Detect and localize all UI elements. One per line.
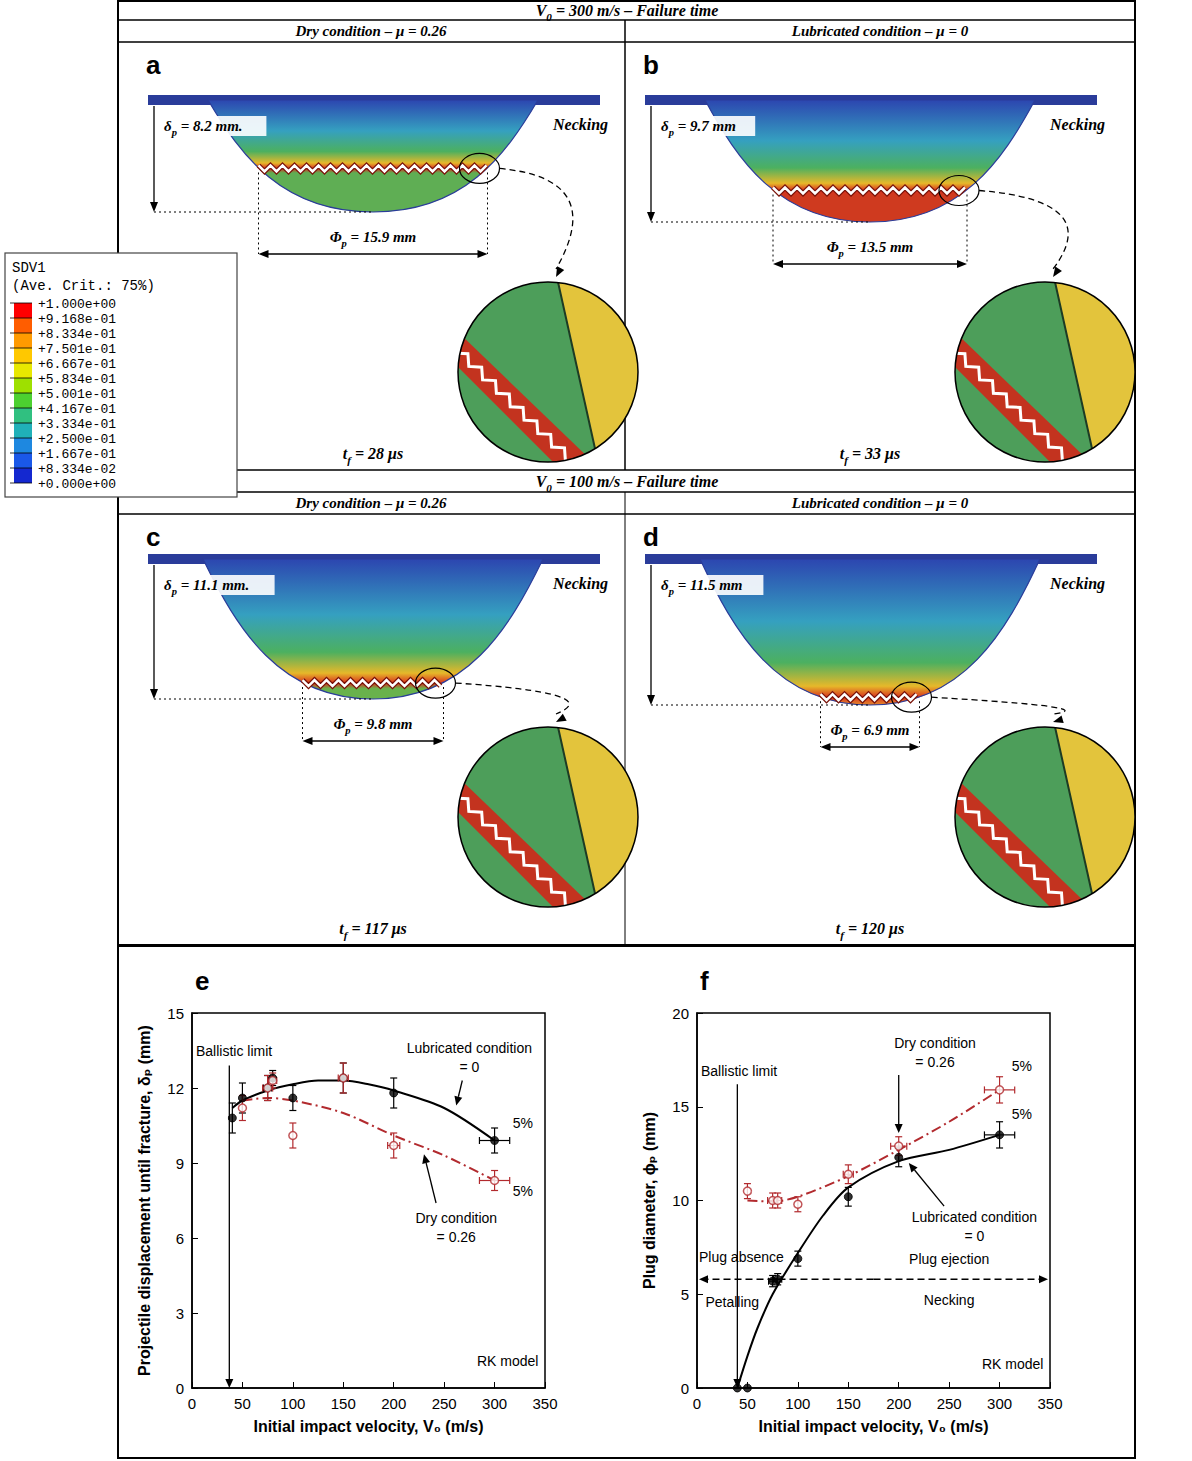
svg-text:Plug absence: Plug absence (699, 1249, 784, 1265)
svg-text:6: 6 (176, 1230, 184, 1247)
svg-text:Initial impact velocity, V₀ (m: Initial impact velocity, V₀ (m/s) (758, 1418, 988, 1435)
svg-text:+8.334e-01: +8.334e-01 (38, 327, 116, 342)
svg-text:Petalling: Petalling (705, 1294, 759, 1310)
svg-text:100: 100 (785, 1395, 810, 1412)
svg-text:V0 = 100 m/s – Failure time: V0 = 100 m/s – Failure time (536, 473, 719, 494)
svg-text:Dry condition – μ = 0.26: Dry condition – μ = 0.26 (294, 495, 447, 511)
svg-text:= 0: = 0 (459, 1059, 479, 1075)
svg-text:Initial impact velocity, V₀ (m: Initial impact velocity, V₀ (m/s) (253, 1418, 483, 1435)
svg-text:Φp = 13.5 mm: Φp = 13.5 mm (827, 239, 913, 259)
svg-text:Ballistic limit: Ballistic limit (701, 1063, 777, 1079)
svg-text:δp = 8.2 mm.: δp = 8.2 mm. (164, 118, 243, 138)
svg-text:200: 200 (381, 1395, 406, 1412)
svg-text:Lubricated condition: Lubricated condition (407, 1040, 532, 1056)
svg-text:50: 50 (739, 1395, 756, 1412)
svg-text:0: 0 (681, 1380, 689, 1397)
svg-text:Φp = 9.8 mm: Φp = 9.8 mm (334, 716, 413, 736)
svg-text:Plug diameter, ϕₚ (mm): Plug diameter, ϕₚ (mm) (641, 1112, 658, 1289)
svg-text:150: 150 (836, 1395, 861, 1412)
svg-text:3: 3 (176, 1305, 184, 1322)
svg-text:Dry condition: Dry condition (894, 1035, 976, 1051)
svg-text:= 0.26: = 0.26 (437, 1229, 477, 1245)
svg-text:Necking: Necking (924, 1292, 975, 1308)
svg-text:5%: 5% (1012, 1106, 1032, 1122)
svg-text:δp = 9.7 mm: δp = 9.7 mm (661, 118, 736, 138)
svg-text:Necking: Necking (552, 575, 608, 593)
svg-text:15: 15 (672, 1098, 689, 1115)
svg-text:5%: 5% (513, 1115, 533, 1131)
svg-text:d: d (643, 522, 659, 552)
svg-text:9: 9 (176, 1155, 184, 1172)
svg-text:Dry condition: Dry condition (415, 1210, 497, 1226)
svg-text:+2.500e-01: +2.500e-01 (38, 432, 116, 447)
svg-text:350: 350 (532, 1395, 557, 1412)
svg-text:Necking: Necking (552, 116, 608, 134)
svg-text:f: f (700, 966, 709, 996)
svg-text:Necking: Necking (1049, 575, 1105, 593)
svg-text:100: 100 (280, 1395, 305, 1412)
svg-text:SDV1: SDV1 (12, 260, 46, 276)
svg-text:20: 20 (672, 1005, 689, 1022)
svg-text:+9.168e-01: +9.168e-01 (38, 312, 116, 327)
svg-text:+5.834e-01: +5.834e-01 (38, 372, 116, 387)
svg-text:RK model: RK model (477, 1353, 538, 1369)
svg-text:+6.667e-01: +6.667e-01 (38, 357, 116, 372)
svg-text:+3.334e-01: +3.334e-01 (38, 417, 116, 432)
svg-text:Φp = 15.9 mm: Φp = 15.9 mm (330, 229, 416, 249)
svg-text:b: b (643, 50, 659, 80)
svg-text:= 0.26: = 0.26 (915, 1054, 955, 1070)
svg-text:0: 0 (693, 1395, 701, 1412)
svg-text:+1.667e-01: +1.667e-01 (38, 447, 116, 462)
svg-text:δp = 11.1 mm.: δp = 11.1 mm. (164, 577, 249, 597)
svg-text:150: 150 (331, 1395, 356, 1412)
svg-text:V0 = 300 m/s – Failure time: V0 = 300 m/s – Failure time (536, 2, 719, 23)
svg-text:= 0: = 0 (964, 1228, 984, 1244)
svg-text:RK model: RK model (982, 1356, 1043, 1372)
svg-text:a: a (146, 50, 161, 80)
svg-text:300: 300 (482, 1395, 507, 1412)
svg-text:Lubricated condition – μ = 0: Lubricated condition – μ = 0 (791, 495, 969, 511)
svg-text:Lubricated condition: Lubricated condition (912, 1209, 1037, 1225)
svg-text:5: 5 (681, 1286, 689, 1303)
svg-text:250: 250 (432, 1395, 457, 1412)
svg-text:Plug ejection: Plug ejection (909, 1251, 989, 1267)
svg-text:250: 250 (937, 1395, 962, 1412)
svg-text:+4.167e-01: +4.167e-01 (38, 402, 116, 417)
svg-text:Dry condition – μ = 0.26: Dry condition – μ = 0.26 (294, 23, 447, 39)
svg-text:Φp = 6.9 mm: Φp = 6.9 mm (831, 722, 910, 742)
svg-text:200: 200 (886, 1395, 911, 1412)
svg-text:350: 350 (1037, 1395, 1062, 1412)
svg-text:Lubricated condition – μ = 0: Lubricated condition – μ = 0 (791, 23, 969, 39)
svg-text:δp = 11.5 mm: δp = 11.5 mm (661, 577, 743, 597)
svg-text:Ballistic limit: Ballistic limit (196, 1043, 272, 1059)
svg-text:+0.000e+00: +0.000e+00 (38, 477, 116, 492)
svg-text:50: 50 (234, 1395, 251, 1412)
svg-text:5%: 5% (1012, 1058, 1032, 1074)
svg-text:Projectile displacement until: Projectile displacement until fracture, … (136, 1025, 153, 1376)
svg-text:+8.334e-02: +8.334e-02 (38, 462, 116, 477)
svg-text:+1.000e+00: +1.000e+00 (38, 297, 116, 312)
svg-text:15: 15 (167, 1005, 184, 1022)
svg-text:tf = 117 μs: tf = 117 μs (339, 920, 407, 941)
svg-text:5%: 5% (513, 1183, 533, 1199)
svg-text:(Ave. Crit.: 75%): (Ave. Crit.: 75%) (12, 278, 155, 294)
svg-text:tf = 33 μs: tf = 33 μs (840, 445, 900, 466)
svg-text:Necking: Necking (1049, 116, 1105, 134)
svg-text:e: e (195, 966, 209, 996)
svg-text:300: 300 (987, 1395, 1012, 1412)
svg-text:0: 0 (188, 1395, 196, 1412)
svg-text:0: 0 (176, 1380, 184, 1397)
svg-text:c: c (146, 522, 160, 552)
svg-text:12: 12 (167, 1080, 184, 1097)
svg-text:tf = 28 μs: tf = 28 μs (343, 445, 403, 466)
svg-text:tf = 120 μs: tf = 120 μs (836, 920, 904, 941)
svg-text:10: 10 (672, 1192, 689, 1209)
svg-text:+5.001e-01: +5.001e-01 (38, 387, 116, 402)
svg-text:+7.501e-01: +7.501e-01 (38, 342, 116, 357)
